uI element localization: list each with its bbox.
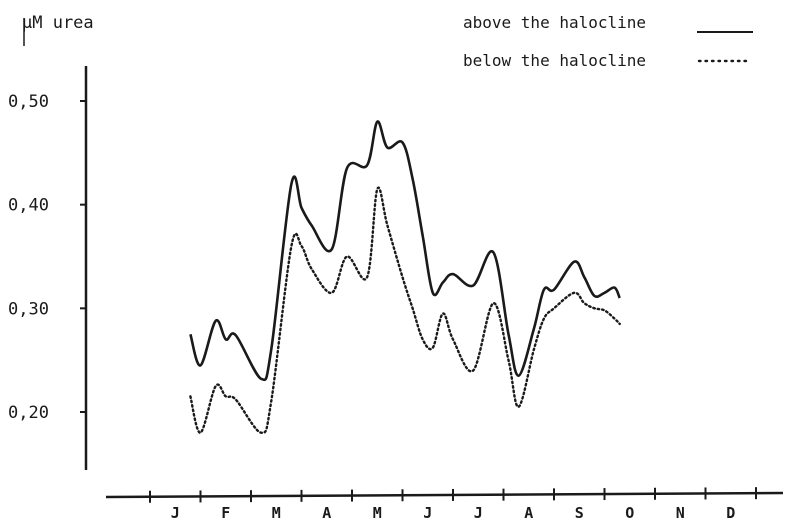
x-tick-label: A (524, 504, 533, 522)
y-tick-label: 0,20 (8, 403, 49, 423)
x-tick-label: D (726, 504, 735, 522)
y-axis-label: µM urea (22, 13, 94, 33)
legend-label-below: below the halocline (463, 51, 646, 70)
x-axis (105, 491, 784, 499)
series-line-below-halocline (189, 186, 621, 434)
x-tick-label: J (423, 504, 432, 522)
series-group (189, 120, 621, 434)
x-tick-label: M (373, 504, 382, 522)
x-tick-label: M (272, 504, 281, 522)
x-tick-label: N (676, 504, 685, 522)
y-tick-label: 0,30 (8, 299, 49, 319)
series-line-above-halocline (189, 120, 621, 382)
x-tick-label: O (625, 504, 634, 522)
y-tick-label: 0,50 (8, 92, 49, 112)
x-tick-label: J (171, 504, 180, 522)
legend: above the halocline below the halocline (463, 13, 753, 70)
x-tick-label: S (575, 504, 584, 522)
y-ticks: 0,20 0,30 0,40 0,50 (8, 92, 86, 423)
y-tick-label: 0,40 (8, 196, 49, 216)
legend-label-above: above the halocline (463, 13, 646, 32)
x-tick-label: F (221, 504, 230, 522)
x-tick-label: J (474, 504, 483, 522)
x-tick-label: A (322, 504, 331, 522)
